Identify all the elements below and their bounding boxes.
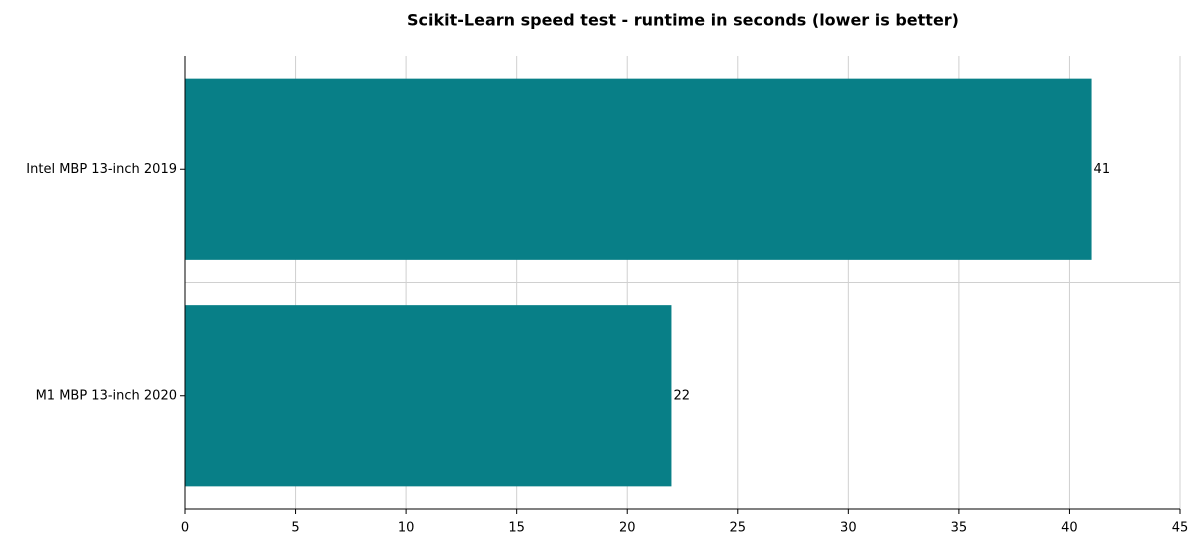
x-tick-label: 10 [398, 521, 415, 536]
data-label: 41 [1094, 162, 1111, 177]
bar [185, 305, 672, 487]
x-tick-label: 5 [291, 521, 299, 536]
x-tick-label: 45 [1172, 521, 1189, 536]
bar [185, 78, 1092, 260]
x-tick-label: 25 [730, 521, 747, 536]
x-tick-label: 20 [619, 521, 636, 536]
x-tick-label: 30 [840, 521, 857, 536]
x-tick-label: 15 [508, 521, 525, 536]
y-tick-label: M1 MBP 13-inch 2020 [36, 388, 177, 403]
chart-title: Scikit-Learn speed test - runtime in sec… [407, 11, 959, 30]
x-tick-label: 0 [181, 521, 189, 536]
x-tick-label: 35 [951, 521, 968, 536]
x-tick-label: 40 [1061, 521, 1078, 536]
y-tick-label: Intel MBP 13-inch 2019 [26, 162, 177, 177]
data-label: 22 [673, 388, 690, 403]
